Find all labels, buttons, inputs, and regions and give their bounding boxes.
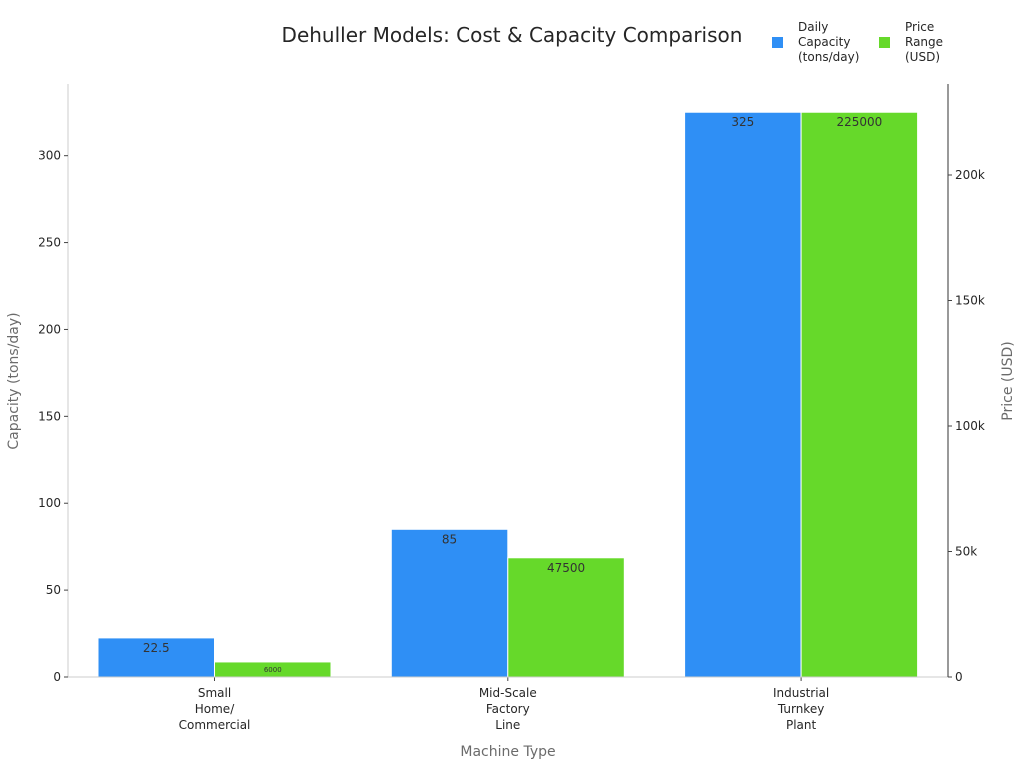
y-right-tick-label: 50k — [955, 544, 977, 558]
legend-swatch-1 — [879, 37, 890, 48]
axes: Small Home/Commercial Mid-Scale Factory Line… — [38, 84, 985, 732]
y-right-axis-title: Price (USD) — [1000, 341, 1016, 420]
y-left-tick-label: 250 — [38, 236, 61, 250]
bar-value-label: 47500 — [547, 561, 585, 575]
bar-capacity-2 — [684, 111, 802, 678]
legend-swatch-0 — [772, 37, 783, 48]
bar-value-label: 225000 — [836, 115, 882, 129]
legend-label-0: Daily Capacity (tons/day) — [798, 20, 859, 64]
y-right-tick-label: 0 — [955, 670, 963, 684]
bar-capacity-1 — [390, 528, 509, 678]
x-tick-label: Industrial Turnkey Plant — [773, 686, 829, 732]
bar-price-1 — [507, 557, 625, 678]
y-left-tick-label: 300 — [38, 149, 61, 163]
y-left-tick-label: 100 — [38, 496, 61, 510]
x-axis-title: Machine Type — [460, 744, 555, 760]
bar-value-label: 22.5 — [143, 641, 170, 655]
bar-value-label: 85 — [442, 532, 457, 546]
y-left-tick-label: 50 — [46, 583, 61, 597]
y-right-tick-label: 200k — [955, 168, 985, 182]
bar-value-label: 6000 — [264, 666, 282, 674]
y-right-tick-label: 100k — [955, 419, 985, 433]
y-left-tick-label: 150 — [38, 409, 61, 423]
x-tick-label: Mid-Scale Factory Line — [479, 686, 537, 732]
y-left-tick-label: 200 — [38, 322, 61, 336]
bars — [97, 111, 919, 678]
chart-title: Dehuller Models: Cost & Capacity Compari… — [282, 23, 743, 47]
y-right-tick-label: 150k — [955, 293, 985, 307]
bar-labels: 22.5 6000 85 47500 325 225000 — [143, 115, 882, 674]
x-tick-label: Small Home/Commercial — [179, 686, 251, 732]
bar-capacity-0 — [97, 637, 215, 678]
y-left-tick-label: 0 — [53, 670, 61, 684]
y-left-axis-title: Capacity (tons/day) — [6, 312, 22, 449]
bar-price-2 — [800, 111, 919, 678]
legend-label-1: Price Range (USD) — [905, 20, 943, 64]
legend: Daily Capacity (tons/day) Price Range (USD) — [772, 20, 943, 64]
bar-value-label: 325 — [731, 115, 754, 129]
